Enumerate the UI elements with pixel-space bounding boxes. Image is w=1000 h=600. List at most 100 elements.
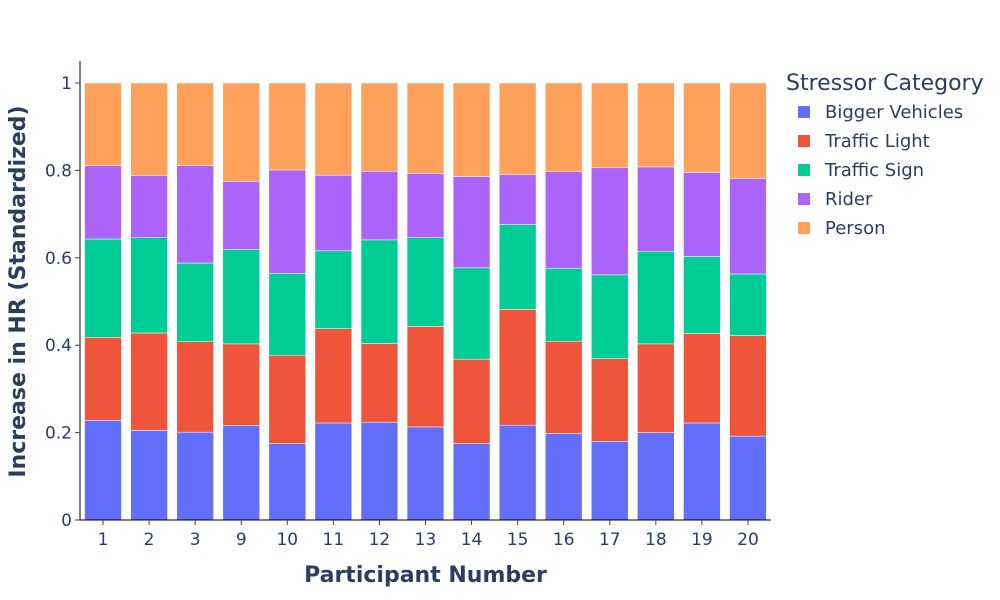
x-tick-label: 10 [276,530,298,550]
bar-person-participant-2 [130,82,168,176]
x-tick-label: 18 [645,530,667,550]
bar-traffic-light-participant-20 [729,335,767,437]
bar-traffic-sign-participant-15 [498,224,537,310]
x-tick-label: 3 [190,530,201,550]
x-tick-label: 13 [415,530,437,550]
y-axis-title: Increase in HR (Standardized) [6,105,31,477]
legend-swatch-traffic-light [798,135,810,147]
x-tick-label: 12 [369,530,391,550]
bar-person-participant-3 [176,82,214,166]
x-tick-label: 17 [599,530,621,550]
bar-rider-participant-17 [591,167,629,276]
axes-layer: 00.20.40.60.811 2 3 9 10 11 12 13 14 15 16 17 18 19 20 [45,61,771,550]
bar-traffic-light-participant-16 [545,341,583,434]
bar-person-participant-1 [84,82,122,166]
bar-rider-participant-18 [637,166,675,252]
y-tick-label: 0.8 [45,161,72,181]
bar-person-participant-11 [314,82,353,176]
bar-traffic-sign-participant-16 [545,268,583,342]
legend-label-rider: Rider [825,189,873,210]
bar-traffic-light-participant-18 [637,343,675,433]
bar-bigger-vehicles-participant-19 [683,422,721,521]
bar-rider-participant-2 [130,175,168,238]
bar-traffic-light-participant-2 [130,332,168,431]
bar-rider-participant-3 [176,165,214,264]
bar-person-participant-19 [683,82,721,173]
legend-label-traffic-sign: Traffic Sign [824,160,924,181]
y-tick-label: 0.2 [45,424,72,444]
bars-layer [84,82,767,521]
bar-bigger-vehicles-participant-2 [130,430,168,521]
legend: Stressor Category Bigger Vehicles Traffic… [786,71,984,239]
legend-title: Stressor Category [786,71,984,96]
legend-label-bigger-vehicles: Bigger Vehicles [825,102,963,123]
bar-bigger-vehicles-participant-9 [222,425,260,521]
bar-bigger-vehicles-participant-10 [268,443,306,521]
bar-traffic-light-participant-15 [498,309,537,426]
x-axis-title: Participant Number [304,563,547,588]
bar-bigger-vehicles-participant-12 [360,421,399,521]
bar-rider-participant-19 [683,172,721,257]
legend-label-person: Person [825,218,886,239]
bar-rider-participant-14 [452,176,491,269]
bar-traffic-light-participant-3 [176,341,214,433]
bar-traffic-light-participant-1 [84,337,122,421]
x-tick-label: 14 [461,530,483,550]
bar-traffic-sign-participant-20 [729,273,767,336]
bar-rider-participant-12 [360,171,399,241]
bar-rider-participant-9 [222,181,260,250]
x-tick-label: 20 [737,530,759,550]
bar-traffic-light-participant-17 [591,358,629,442]
bar-traffic-sign-participant-17 [591,274,629,359]
legend-swatch-traffic-sign [798,164,810,176]
bar-rider-participant-1 [84,165,122,240]
bar-traffic-light-participant-10 [268,355,306,444]
bar-bigger-vehicles-participant-3 [176,431,214,521]
bar-bigger-vehicles-participant-20 [729,435,767,521]
y-tick-label: 0.4 [45,336,72,356]
bar-traffic-light-participant-11 [314,328,353,424]
bar-traffic-light-participant-14 [452,358,491,444]
bar-person-participant-10 [268,82,306,171]
legend-swatch-person [798,222,810,234]
y-tick-label: 1 [61,74,72,94]
bar-bigger-vehicles-participant-14 [452,443,491,521]
bar-traffic-sign-participant-11 [314,250,353,329]
bar-traffic-sign-participant-14 [452,267,491,360]
bar-traffic-sign-participant-10 [268,273,306,356]
bar-traffic-light-participant-12 [360,343,399,423]
bar-rider-participant-13 [406,173,445,238]
x-tick-label: 15 [507,530,529,550]
legend-label-traffic-light: Traffic Light [824,131,930,152]
bar-person-participant-16 [545,82,583,172]
x-tick-label: 9 [236,530,247,550]
bar-traffic-sign-participant-12 [360,239,399,344]
x-tick-label: 1 [98,530,109,550]
bar-rider-participant-15 [498,174,537,225]
bar-rider-participant-20 [729,178,767,275]
bar-person-participant-18 [637,82,675,168]
legend-swatch-bigger-vehicles [798,106,810,118]
y-tick-label: 0 [61,511,72,531]
x-tick-label: 19 [691,530,713,550]
bar-traffic-light-participant-9 [222,343,260,426]
bar-traffic-sign-participant-1 [84,238,122,338]
bar-person-participant-20 [729,82,767,179]
legend-swatch-rider [798,193,810,205]
bar-bigger-vehicles-participant-13 [406,426,445,521]
bar-traffic-sign-participant-19 [683,256,721,334]
bar-traffic-sign-participant-3 [176,262,214,342]
bar-person-participant-15 [498,82,537,176]
bar-rider-participant-11 [314,174,353,252]
bar-bigger-vehicles-participant-16 [545,433,583,521]
bar-bigger-vehicles-participant-1 [84,420,122,521]
x-tick-label: 2 [144,530,155,550]
bar-person-participant-13 [406,82,445,174]
bar-traffic-sign-participant-2 [130,237,168,334]
bar-rider-participant-16 [545,171,583,269]
bar-traffic-sign-participant-13 [406,237,445,327]
bar-traffic-sign-participant-9 [222,249,260,345]
bar-traffic-sign-participant-18 [637,251,675,345]
bar-traffic-light-participant-19 [683,333,721,424]
bar-person-participant-17 [591,82,629,169]
